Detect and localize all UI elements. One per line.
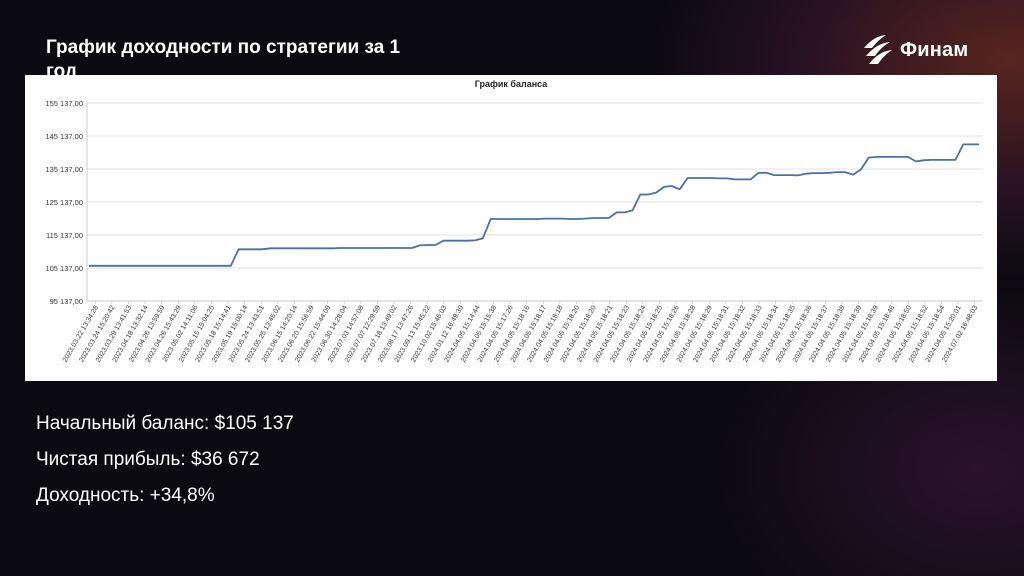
series-layer: [89, 143, 979, 267]
balance-chart-panel: График баланса 95 137,00 105 137,00 115 13…: [25, 75, 997, 381]
y-tick-label: 125 137,00: [45, 198, 83, 207]
chart-title: График баланса: [475, 79, 549, 89]
start-balance-stat: Начальный баланс: $105 137: [36, 413, 294, 434]
y-tick-label: 115 137,00: [46, 231, 83, 240]
net-profit-stat: Чистая прибыль: $36 672: [36, 449, 260, 470]
y-tick-label: 95 137,00: [50, 297, 83, 306]
y-tick-label: 135 137,00: [45, 165, 83, 174]
stats-block: Начальный баланс: $105 137 Чистая прибыл…: [36, 412, 294, 520]
balance-chart: График баланса 95 137,00 105 137,00 115 13…: [45, 79, 983, 364]
return-stat: Доходность: +34,8%: [36, 485, 215, 506]
y-tick-label: 145 137,00: [45, 132, 83, 141]
y-tick-label: 155 137,00: [45, 99, 83, 108]
finam-logo: Финам: [860, 34, 968, 66]
y-tick-label: 105 137,00: [45, 264, 83, 273]
y-axis-ticks: 95 137,00 105 137,00 115 137,00 125 137,00 1…: [45, 99, 83, 306]
grid-layer: [86, 102, 983, 302]
finam-logo-icon: [864, 35, 892, 64]
balance-series-line: [89, 143, 979, 267]
logo-text: Финам: [900, 38, 969, 61]
